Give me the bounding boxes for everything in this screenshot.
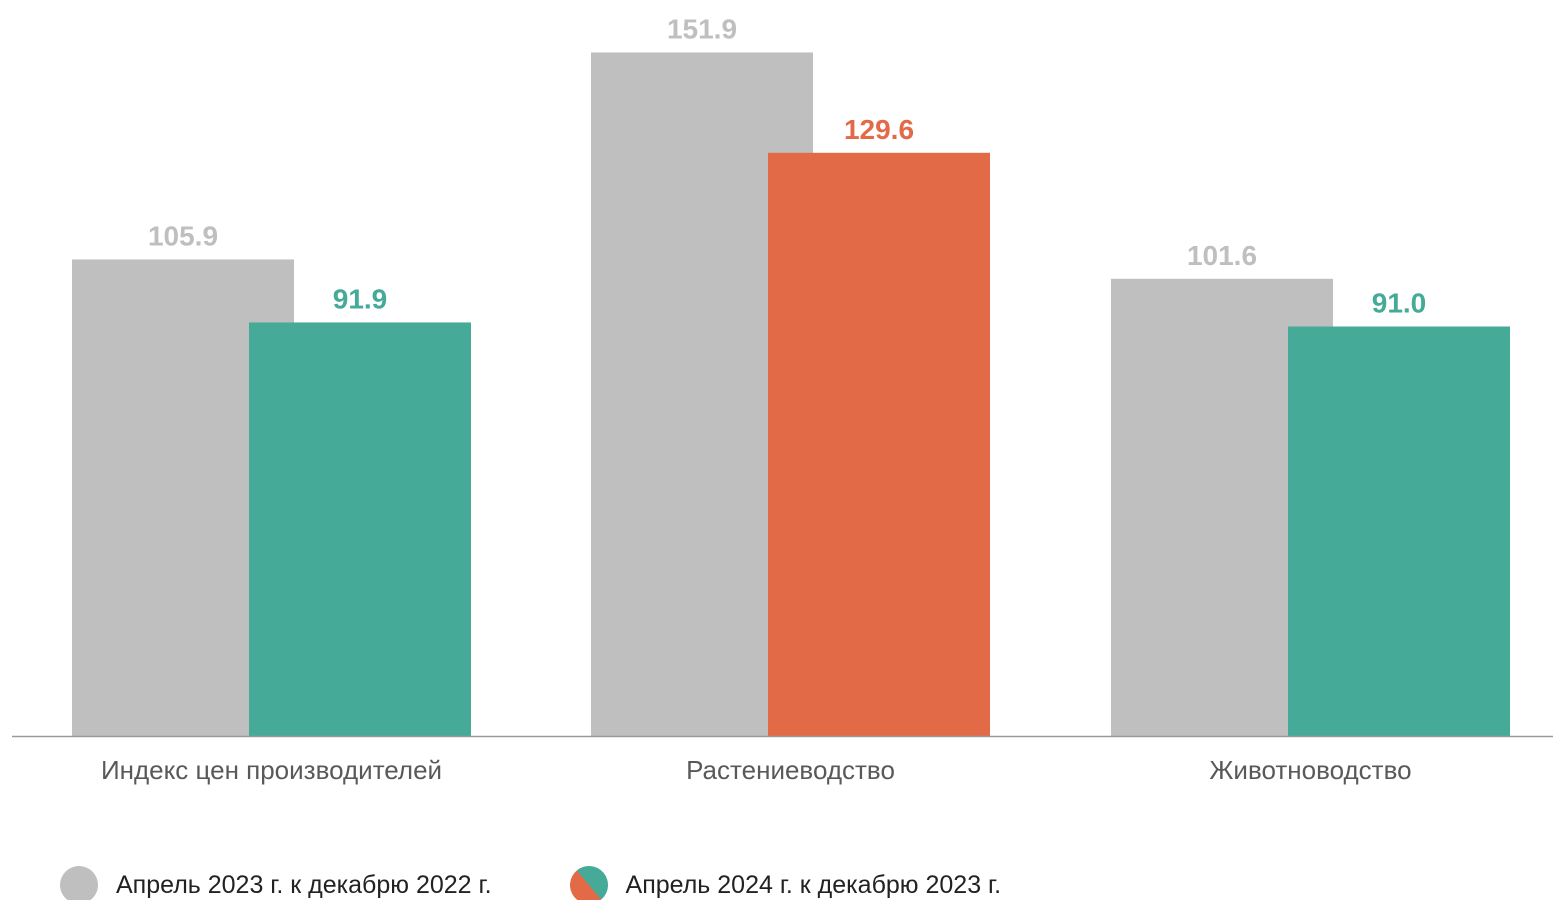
legend-item-2024: Апрель 2024 г. к декабрю 2023 г. bbox=[561, 858, 1002, 900]
category-label-0: Индекс цен производителей bbox=[101, 755, 442, 785]
legend-label-2023: Апрель 2023 г. к декабрю 2022 г. bbox=[116, 870, 492, 899]
bar-2024-1 bbox=[768, 152, 990, 737]
data-label-2023-0: 105.9 bbox=[148, 220, 218, 251]
category-label-1: Растениеводство bbox=[686, 755, 895, 785]
data-label-2024-1: 129.6 bbox=[844, 114, 914, 145]
legend-swatch-gray bbox=[60, 866, 98, 900]
data-label-2024-2: 91.0 bbox=[1372, 288, 1427, 319]
category-label-2: Животноводство bbox=[1209, 755, 1411, 785]
legend-item-2023: Апрель 2023 г. к декабрю 2022 г. bbox=[60, 866, 492, 900]
legend-label-2024: Апрель 2024 г. к декабрю 2023 г. bbox=[625, 870, 1002, 899]
bar-2024-0 bbox=[249, 322, 471, 736]
data-label-2024-0: 91.9 bbox=[333, 283, 388, 314]
legend: Апрель 2023 г. к декабрю 2022 г. Апрель … bbox=[60, 858, 1079, 900]
data-label-2023-2: 101.6 bbox=[1187, 240, 1257, 271]
bar-2024-2 bbox=[1288, 326, 1510, 736]
data-label-2023-1: 151.9 bbox=[667, 13, 737, 44]
